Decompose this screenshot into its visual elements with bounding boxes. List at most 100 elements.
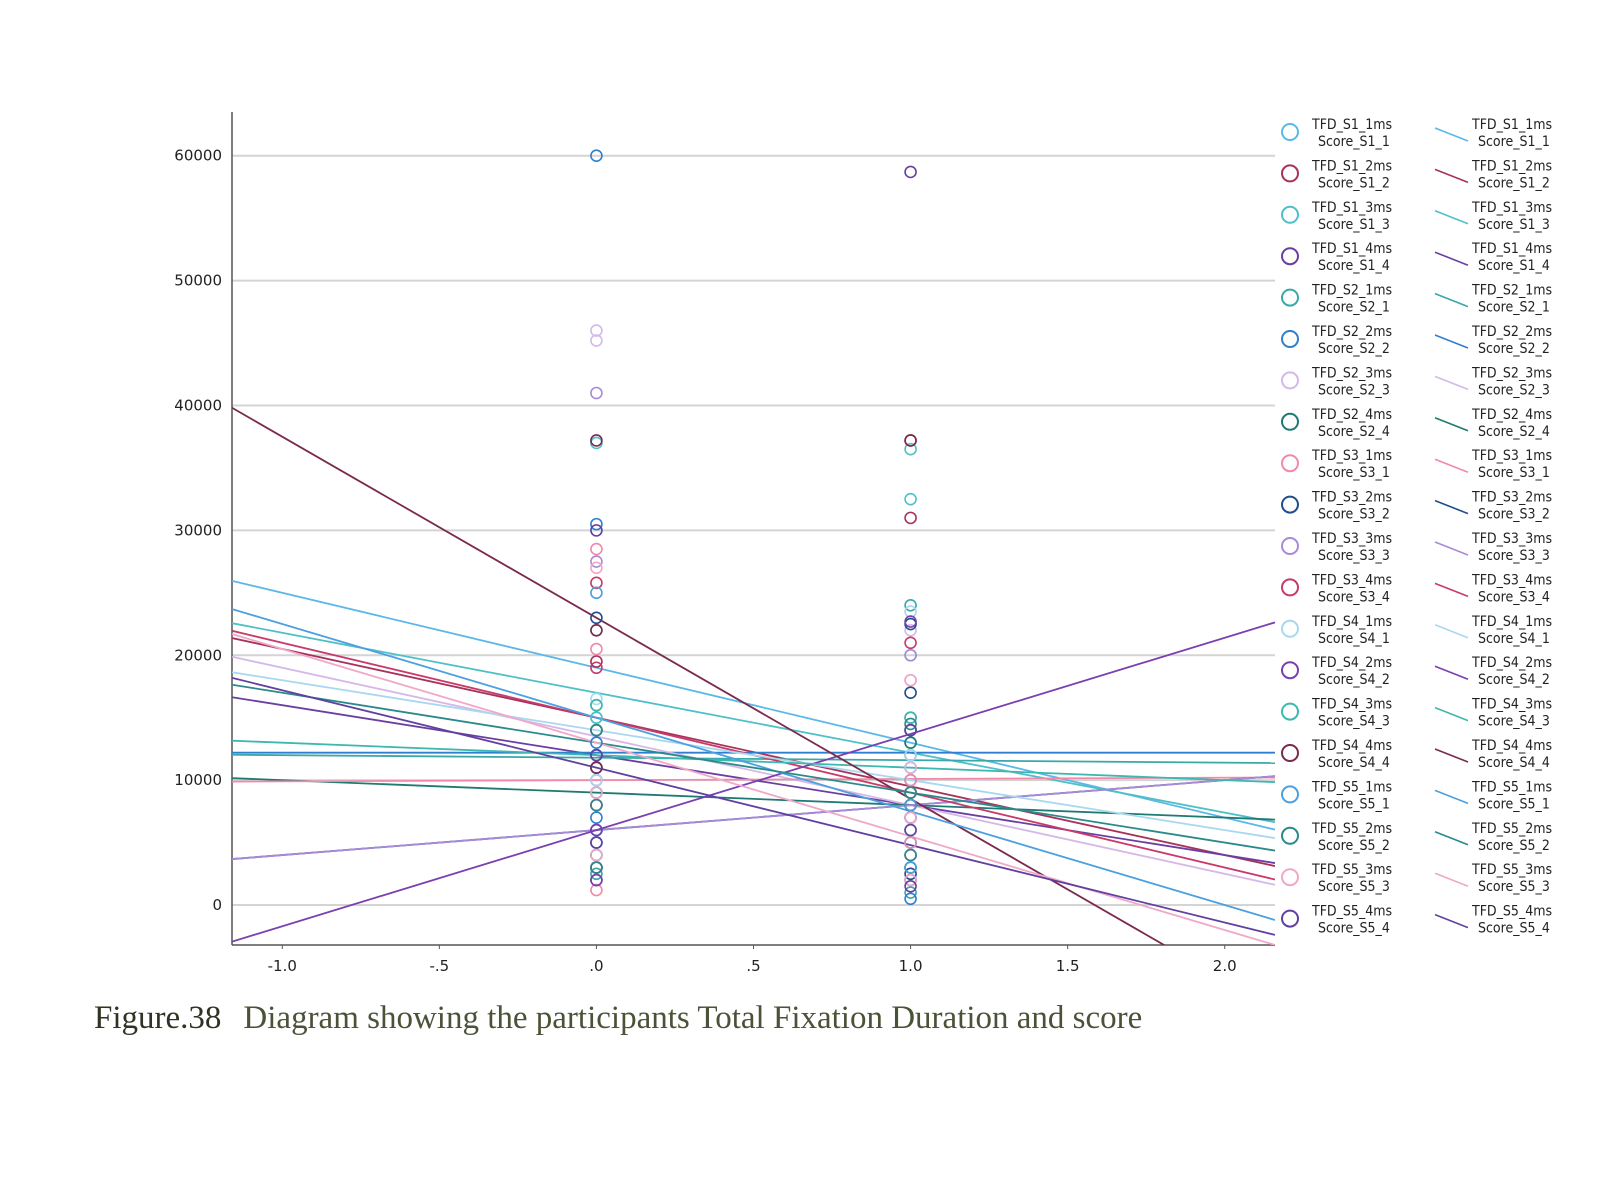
- legend-label: TFD_S5_3ms: [1311, 862, 1392, 878]
- legend-label: Score_S4_3: [1318, 714, 1390, 730]
- legend-label: TFD_S2_4ms: [1471, 407, 1552, 423]
- legend-marker: [1281, 164, 1299, 183]
- point-TFD_S4_4ms: [590, 434, 603, 447]
- legend-label: Score_S1_3: [1478, 217, 1550, 233]
- legend-label: Score_S4_2: [1318, 672, 1390, 688]
- point-TFD_S5_4ms: [590, 836, 603, 849]
- point-TFD_S2_3ms: [904, 623, 917, 637]
- point-TFD_S1_3ms: [904, 442, 917, 456]
- point-TFD_S5_1ms: [904, 798, 917, 812]
- legend-label: TFD_S3_4ms: [1471, 572, 1552, 588]
- point-TFD_S2_1ms: [904, 886, 917, 899]
- legend-line: [1434, 375, 1469, 391]
- legend-label: Score_S2_4: [1478, 424, 1550, 440]
- point-TFD_S3_1ms: [904, 773, 917, 787]
- x-tick-label: 2.0: [1213, 957, 1237, 975]
- legend-line: [1434, 292, 1469, 308]
- point-TFD_S4_4ms: [590, 761, 603, 774]
- legend-marker: [1281, 826, 1299, 845]
- legend-marker: [1281, 578, 1299, 597]
- scatter-points: [590, 149, 917, 906]
- legend-label: TFD_S4_4ms: [1471, 738, 1552, 754]
- legend-marker: [1281, 702, 1299, 721]
- legend-line: [1434, 665, 1469, 680]
- legend-label: TFD_S3_4ms: [1311, 572, 1392, 588]
- legend-line: [1434, 417, 1469, 432]
- point-TFD_S3_1ms: [590, 542, 603, 556]
- point-TFD_S4_3ms: [590, 698, 603, 712]
- legend-marker: [1281, 454, 1299, 473]
- point-TFD_S3_4ms: [590, 576, 603, 590]
- legend-label: TFD_S5_4ms: [1471, 904, 1552, 920]
- fit-line-TFD_S4_3ms: [232, 739, 1275, 784]
- legend-label: TFD_S3_1ms: [1471, 448, 1552, 464]
- x-tick-label: .0: [589, 957, 603, 975]
- legend-label: Score_S3_2: [1478, 507, 1550, 523]
- point-TFD_S5_2ms: [590, 861, 603, 874]
- legend-line: [1434, 582, 1469, 598]
- legend-line: [1434, 168, 1469, 184]
- caption-text: Diagram showing the participants Total F…: [243, 1000, 1143, 1036]
- point-TFD_S5_3ms: [904, 873, 917, 887]
- legend-label: Score_S2_2: [1318, 341, 1390, 357]
- legend-marker: [1281, 123, 1299, 141]
- fit-line-TFD_S4_2ms: [232, 621, 1275, 943]
- legend-label: TFD_S4_2ms: [1471, 655, 1552, 671]
- legend-line: [1434, 831, 1469, 846]
- legend-line: [1434, 210, 1469, 225]
- point-TFD_S3_2ms: [904, 867, 917, 881]
- legend-label: TFD_S4_3ms: [1311, 697, 1392, 713]
- point-TFD_S2_3ms: [590, 334, 603, 347]
- point-TFD_S5_4ms: [590, 524, 603, 537]
- legend-label: Score_S3_3: [1478, 548, 1550, 564]
- legend-marker: [1281, 495, 1299, 514]
- point-TFD_S1_3ms: [590, 711, 603, 725]
- y-tick-label: 30000: [174, 521, 222, 539]
- plot-area: [232, 149, 1275, 945]
- point-TFD_S5_3ms: [904, 673, 917, 687]
- point-TFD_S5_4ms: [904, 723, 917, 737]
- legend-label: Score_S5_4: [1318, 921, 1390, 937]
- legend-marker: [1281, 330, 1299, 348]
- figure-number: Figure.38: [94, 1000, 222, 1036]
- legend-label: Score_S3_4: [1478, 589, 1550, 605]
- point-TFD_S2_1ms: [590, 867, 603, 881]
- legend-line: [1434, 872, 1469, 887]
- legend-line: [1434, 541, 1469, 556]
- legend-label: Score_S5_3: [1478, 879, 1550, 895]
- legend-marker: [1281, 537, 1299, 555]
- legend-line: [1434, 499, 1469, 515]
- point-TFD_S5_3ms: [904, 811, 917, 824]
- legend-label: Score_S1_2: [1478, 175, 1550, 191]
- legend-marker: [1281, 371, 1299, 390]
- y-tick-label: 50000: [174, 272, 222, 290]
- legend-label: TFD_S1_1ms: [1311, 117, 1392, 133]
- point-TFD_S4_2ms: [904, 615, 917, 628]
- legend-label: TFD_S2_3ms: [1471, 365, 1552, 381]
- legend-label: Score_S4_1: [1478, 631, 1550, 647]
- legend-label: TFD_S1_1ms: [1471, 117, 1552, 133]
- point-TFD_S4_1ms: [590, 773, 603, 787]
- legend-marker: [1281, 785, 1299, 804]
- legend-label: Score_S1_3: [1318, 217, 1390, 233]
- point-TFD_S5_2ms: [904, 848, 917, 862]
- figure-caption: Figure.38 Diagram showing the participant…: [94, 1000, 1294, 1037]
- legend-label: Score_S5_1: [1318, 796, 1390, 812]
- point-TFD_S2_4ms: [904, 736, 917, 749]
- legend-label: Score_S3_1: [1318, 465, 1390, 481]
- legend: TFD_S1_1msScore_S1_1TFD_S1_1msScore_S1_1…: [1281, 117, 1552, 937]
- point-TFD_S2_2ms: [590, 517, 603, 531]
- point-TFD_S2_3ms: [904, 761, 917, 774]
- x-tick-label: .5: [746, 957, 760, 975]
- point-TFD_S5_3ms: [590, 561, 603, 575]
- point-TFD_S2_2ms: [590, 149, 603, 163]
- legend-line: [1434, 251, 1469, 266]
- fit-lines: [232, 406, 1275, 945]
- legend-label: TFD_S5_2ms: [1471, 821, 1552, 837]
- legend-label: TFD_S4_3ms: [1471, 697, 1552, 713]
- legend-label: TFD_S2_1ms: [1311, 283, 1392, 299]
- legend-label: Score_S3_4: [1318, 589, 1390, 605]
- x-tick-labels: -1.0 -.5 .0 .5 1.0 1.5 2.0: [268, 957, 1237, 975]
- legend-marker: [1281, 868, 1299, 887]
- point-TFD_S3_3ms: [904, 648, 917, 662]
